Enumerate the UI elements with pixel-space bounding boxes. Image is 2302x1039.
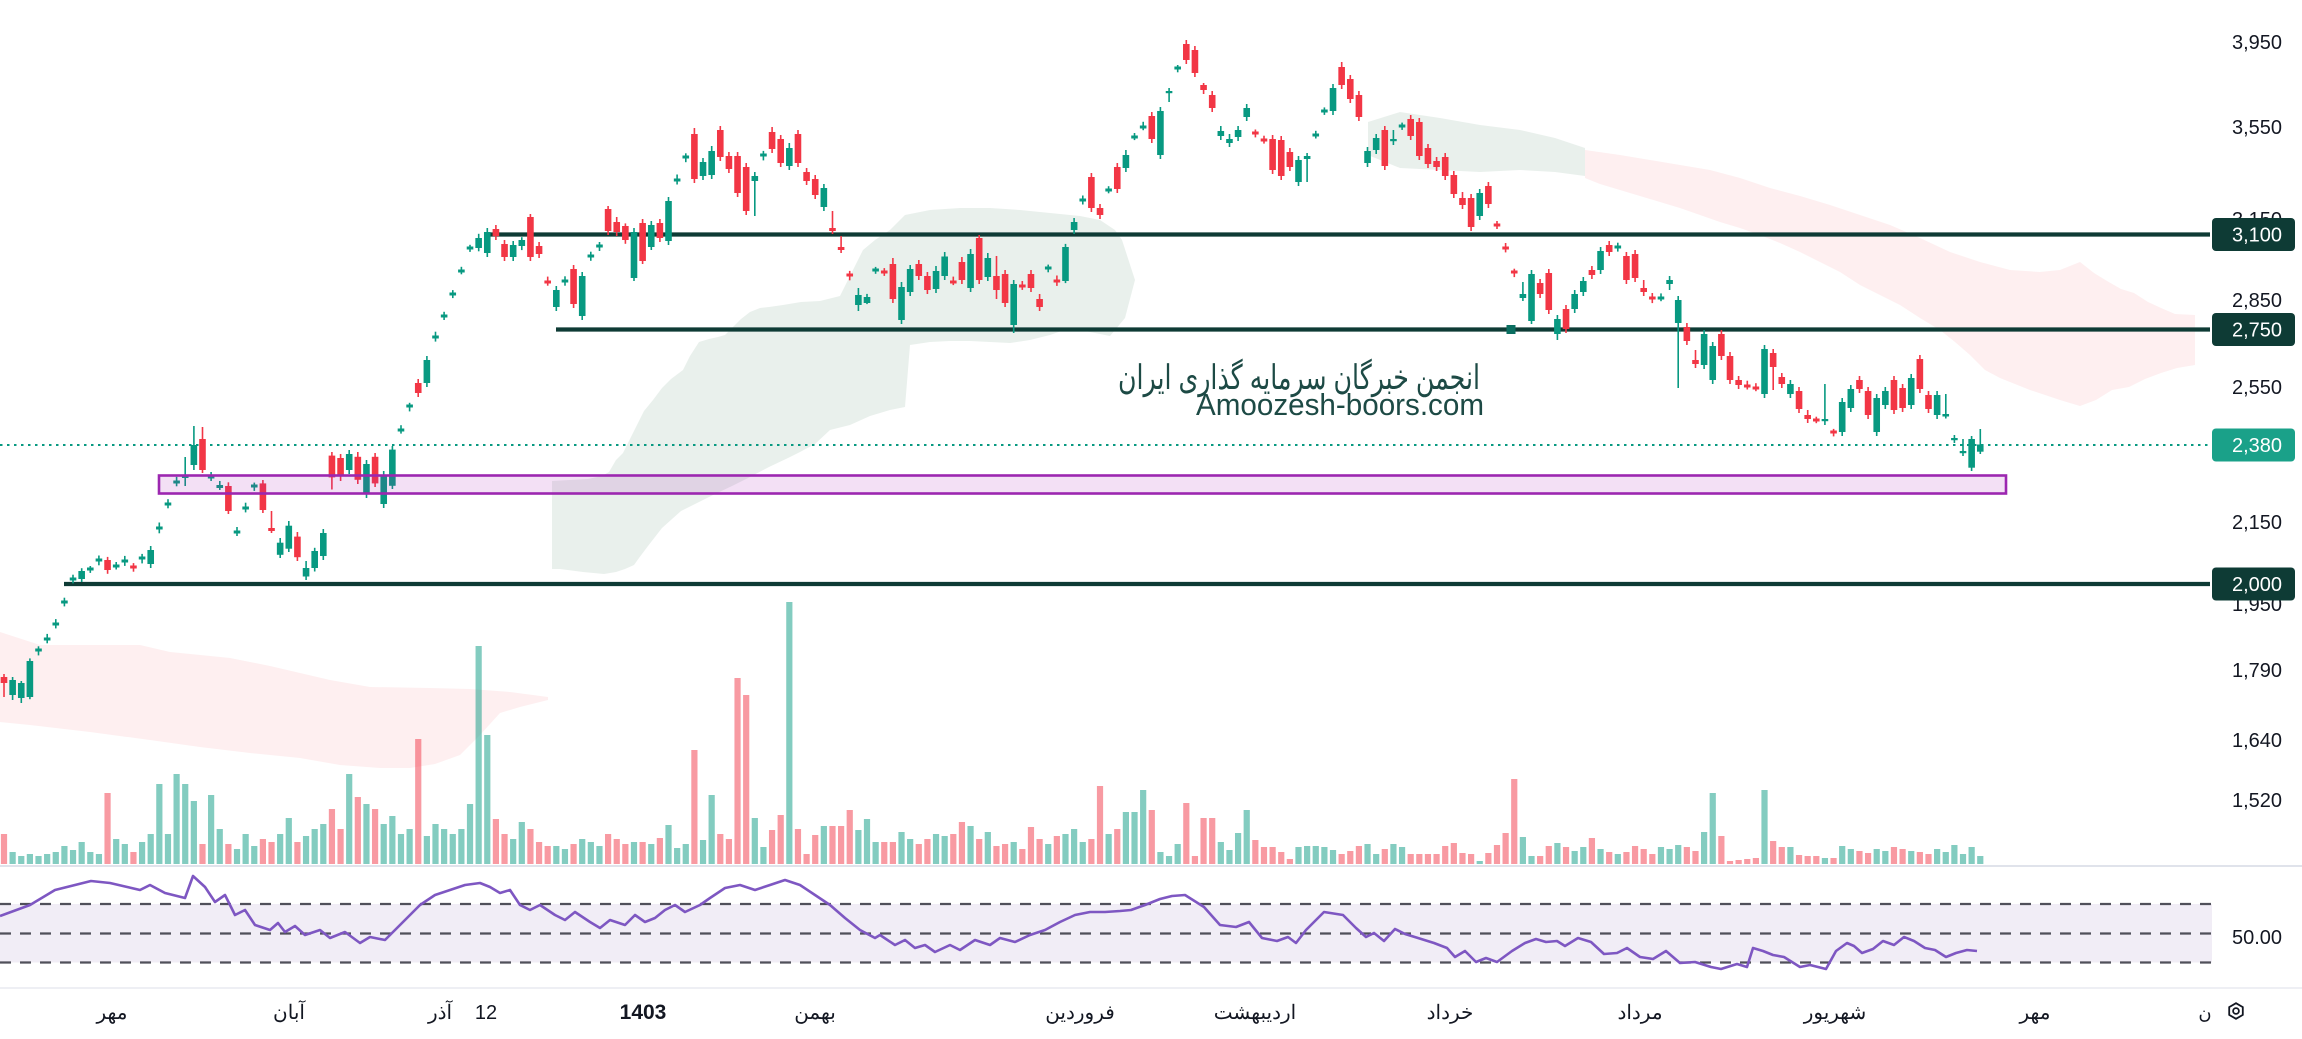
svg-text:1,790: 1,790 [2232,660,2282,682]
svg-text:مهر: مهر [96,1002,128,1024]
svg-text:50.00: 50.00 [2232,927,2282,949]
svg-text:3,100: 3,100 [2232,225,2282,247]
svg-text:بهمن: بهمن [794,1002,836,1024]
svg-text:2,380: 2,380 [2232,435,2282,457]
svg-text:2,850: 2,850 [2232,290,2282,312]
svg-text:2,150: 2,150 [2232,512,2282,534]
svg-text:1403: 1403 [620,1001,667,1024]
svg-text:مهر: مهر [2019,1002,2051,1024]
svg-text:12: 12 [475,1002,497,1024]
svg-text:Amoozesh-boors.com: Amoozesh-boors.com [1196,387,1484,422]
svg-text:شهریور: شهریور [1803,1002,1867,1024]
svg-text:1,520: 1,520 [2232,790,2282,812]
svg-text:ن: ن [2198,1003,2211,1023]
svg-text:2,750: 2,750 [2232,320,2282,342]
svg-text:آبان: آبان [273,1000,306,1024]
svg-text:فروردین: فروردین [1045,1002,1115,1024]
svg-text:خرداد: خرداد [1427,1002,1474,1024]
svg-text:مرداد: مرداد [1617,1002,1662,1024]
svg-text:1,640: 1,640 [2232,730,2282,752]
svg-text:2,550: 2,550 [2232,377,2282,399]
svg-text:اردیبهشت: اردیبهشت [1214,1002,1296,1024]
svg-text:انجمن خبرگان سرمایه گذاری ایرا: انجمن خبرگان سرمایه گذاری ایران [1118,358,1480,398]
svg-text:2,000: 2,000 [2232,574,2282,596]
svg-text:3,950: 3,950 [2232,32,2282,54]
svg-text:آذر: آذر [427,1000,454,1024]
svg-text:3,550: 3,550 [2232,117,2282,139]
